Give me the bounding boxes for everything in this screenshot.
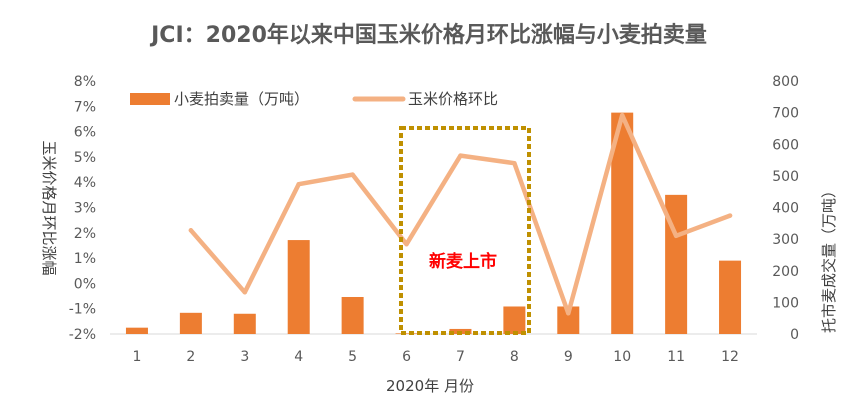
right-tick-label: 700 bbox=[772, 106, 799, 122]
line-point bbox=[566, 311, 571, 316]
left-tick-label: -1% bbox=[69, 302, 96, 318]
x-tick-label: 9 bbox=[564, 349, 573, 365]
left-tick-label: 2% bbox=[74, 226, 96, 242]
bar bbox=[341, 296, 364, 334]
right-tick-label: 600 bbox=[772, 137, 799, 153]
x-axis-title: 2020年 月份 bbox=[386, 377, 474, 395]
right-tick-label: 200 bbox=[772, 264, 799, 280]
line-point bbox=[404, 241, 409, 247]
x-tick-label: 11 bbox=[667, 349, 685, 365]
x-tick-label: 7 bbox=[456, 349, 465, 365]
right-tick-label: 400 bbox=[772, 201, 799, 217]
right-axis-title: 托市麦成交量（万吨） bbox=[820, 183, 838, 333]
legend-swatch-bar bbox=[130, 93, 170, 105]
bar bbox=[557, 306, 580, 334]
left-tick-label: 3% bbox=[74, 201, 96, 217]
bar bbox=[665, 194, 688, 334]
left-tick-label: 8% bbox=[74, 74, 96, 90]
x-tick-label: 1 bbox=[132, 349, 141, 365]
annotation-box bbox=[399, 126, 531, 335]
left-tick-label: 0% bbox=[74, 276, 96, 292]
x-tick-label: 2 bbox=[186, 349, 195, 365]
legend-label-bar: 小麦拍卖量（万吨） bbox=[174, 90, 309, 108]
x-tick-label: 5 bbox=[348, 349, 357, 365]
bar bbox=[179, 312, 202, 334]
line-point bbox=[350, 172, 355, 177]
line-path bbox=[188, 112, 733, 316]
x-tick-label: 10 bbox=[613, 349, 631, 365]
bar bbox=[233, 313, 256, 334]
legend-label-line: 玉米价格环比 bbox=[408, 90, 498, 108]
left-tick-label: 4% bbox=[74, 175, 96, 191]
line-point bbox=[673, 233, 679, 239]
left-tick-label: 5% bbox=[74, 150, 96, 166]
right-axis-ticks: 0 100 200 300 400 500 600 700 800 bbox=[772, 74, 799, 343]
right-tick-label: 100 bbox=[772, 295, 799, 311]
line-point bbox=[512, 161, 517, 166]
line-point bbox=[727, 213, 733, 218]
bar-series bbox=[125, 112, 742, 334]
line-series bbox=[188, 112, 733, 316]
left-axis-ticks: -2% -1% 0% 1% 2% 3% 4% 5% 6% 7% 8% bbox=[69, 74, 96, 343]
right-tick-label: 0 bbox=[790, 327, 799, 343]
legend: 小麦拍卖量（万吨） 玉米价格环比 bbox=[130, 90, 498, 108]
bar bbox=[719, 260, 742, 334]
x-tick-label: 3 bbox=[240, 349, 249, 365]
line-point bbox=[296, 182, 301, 187]
left-tick-label: 1% bbox=[74, 251, 96, 267]
right-tick-label: 800 bbox=[772, 74, 799, 90]
line-point bbox=[620, 112, 625, 118]
left-tick-label: 7% bbox=[74, 99, 96, 115]
x-tick-label: 4 bbox=[294, 349, 303, 365]
bar bbox=[287, 240, 310, 334]
x-tick-label: 12 bbox=[721, 349, 739, 365]
left-axis-title: 玉米价格月环比涨幅 bbox=[40, 140, 58, 275]
bar bbox=[395, 333, 418, 334]
right-tick-label: 500 bbox=[772, 169, 799, 185]
bar bbox=[125, 327, 148, 334]
line-point bbox=[188, 228, 194, 233]
bar bbox=[611, 112, 634, 334]
annotation-text: 新麦上市 bbox=[429, 251, 497, 272]
bar bbox=[503, 306, 526, 334]
x-tick-label: 6 bbox=[402, 349, 411, 365]
left-tick-label: -2% bbox=[69, 327, 96, 343]
line-point bbox=[458, 153, 463, 158]
x-axis-ticks: 1 2 3 4 5 6 7 8 9 10 11 12 bbox=[132, 349, 738, 365]
line-point bbox=[242, 290, 247, 295]
left-tick-label: 6% bbox=[74, 125, 96, 141]
chart-title: JCI：2020年以来中国玉米价格月环比涨幅与小麦拍卖量 bbox=[149, 22, 707, 48]
right-tick-label: 300 bbox=[772, 232, 799, 248]
x-tick-label: 8 bbox=[510, 349, 519, 365]
